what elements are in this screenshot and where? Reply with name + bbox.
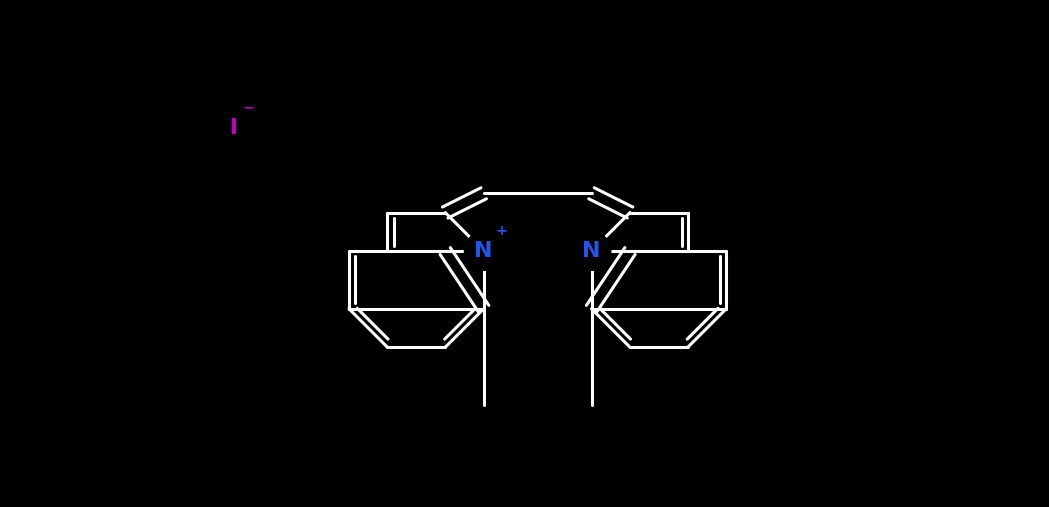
Circle shape: [211, 108, 249, 147]
Text: +: +: [495, 224, 508, 238]
Circle shape: [573, 232, 611, 270]
Text: I: I: [230, 118, 238, 138]
Text: N: N: [582, 241, 601, 261]
Text: −: −: [242, 101, 255, 115]
Text: N: N: [474, 241, 493, 261]
Circle shape: [465, 232, 502, 270]
